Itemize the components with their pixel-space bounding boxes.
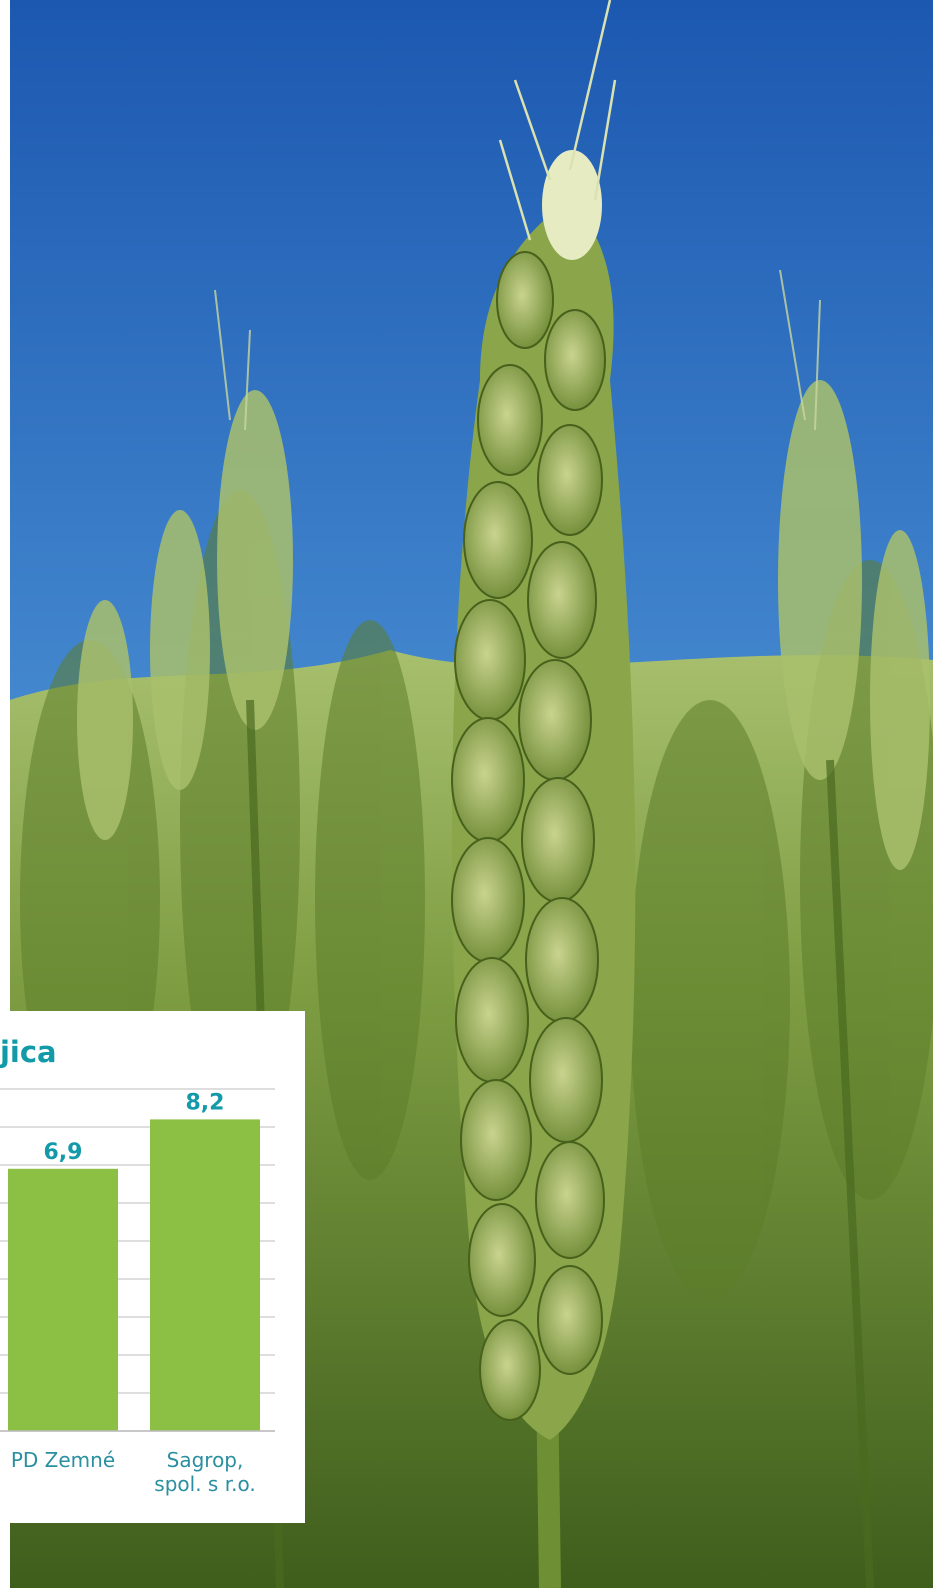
- chart-title: ljica: [0, 1035, 57, 1069]
- bar-chart: 6,9 PD Zemné 8,2 Sagrop, spol. s r.o.: [0, 1088, 275, 1496]
- category-label-line: PD Zemné: [11, 1448, 115, 1472]
- category-label: PD Zemné: [11, 1448, 115, 1472]
- bar: [8, 1168, 118, 1431]
- bar: [150, 1119, 260, 1431]
- category-label: Sagrop, spol. s r.o.: [154, 1448, 255, 1496]
- data-label: 8,2: [186, 1090, 225, 1115]
- main-wheat-ear: [451, 0, 636, 1440]
- data-label: 6,9: [44, 1140, 83, 1165]
- chart-card: ljica 6,9 PD Zemné 8,2 Sagrop,spol. s r.o.: [0, 1011, 305, 1523]
- category-label-line: spol. s r.o.: [154, 1472, 255, 1496]
- category-label-line: Sagrop,: [167, 1448, 244, 1472]
